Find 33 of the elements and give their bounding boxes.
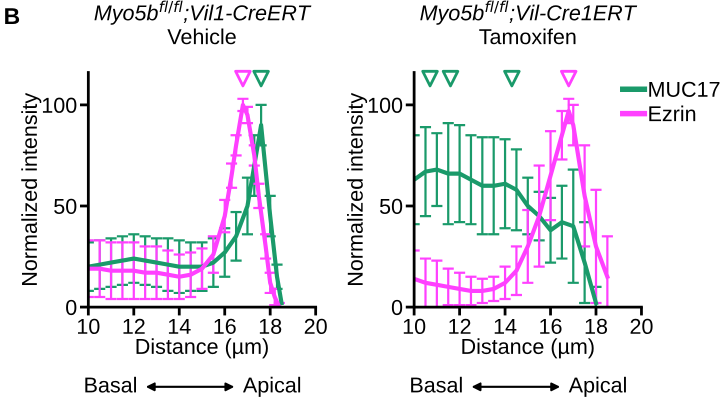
- text: Apical: [242, 376, 300, 397]
- y-tick-label: 100: [42, 98, 76, 113]
- y-axis-title: Normalized intensity: [347, 92, 368, 285]
- x-tick-label: 20: [630, 318, 653, 334]
- x-axis-title: Distance (µm): [136, 338, 268, 358]
- x-axis-title: Distance (µm): [462, 338, 594, 358]
- x-tick-label: 16: [214, 318, 236, 334]
- chart-subtitle: Vehicle: [167, 28, 236, 44]
- x-tick-label: 12: [123, 318, 145, 334]
- chart-title: Myo5b$^{fl/fl}$;Vil-Cre1ERT: [420, 0, 638, 25]
- x-tick-label: 12: [449, 318, 470, 334]
- x-tick-label: 18: [260, 318, 282, 334]
- x-tick-label: 10: [404, 318, 426, 334]
- y-tick-label: 100: [368, 98, 402, 113]
- legend-label: Ezrin: [649, 106, 696, 122]
- y-tick-label: 50: [54, 198, 76, 214]
- y-tick-label: 50: [380, 198, 402, 214]
- legend-label: MUC17: [649, 82, 720, 97]
- text: Basal: [85, 376, 136, 393]
- x-tick-label: 14: [494, 318, 516, 334]
- text: Apical: [568, 376, 626, 397]
- chart-subtitle: Tamoxifen: [479, 28, 576, 44]
- x-tick-label: 18: [586, 318, 608, 334]
- x-tick-label: 14: [168, 318, 191, 334]
- y-tick-label: 0: [66, 300, 76, 316]
- x-tick-label: 20: [304, 318, 327, 334]
- chart-title: Myo5b$^{fl/fl}$;Vil1-CreERT: [94, 0, 312, 25]
- y-tick-label: 0: [392, 300, 402, 316]
- text: Basal: [411, 376, 462, 393]
- x-tick-label: 16: [540, 318, 562, 334]
- y-axis-title: Normalized intensity: [21, 92, 42, 285]
- text: B: [5, 8, 20, 24]
- x-tick-label: 10: [78, 318, 100, 334]
